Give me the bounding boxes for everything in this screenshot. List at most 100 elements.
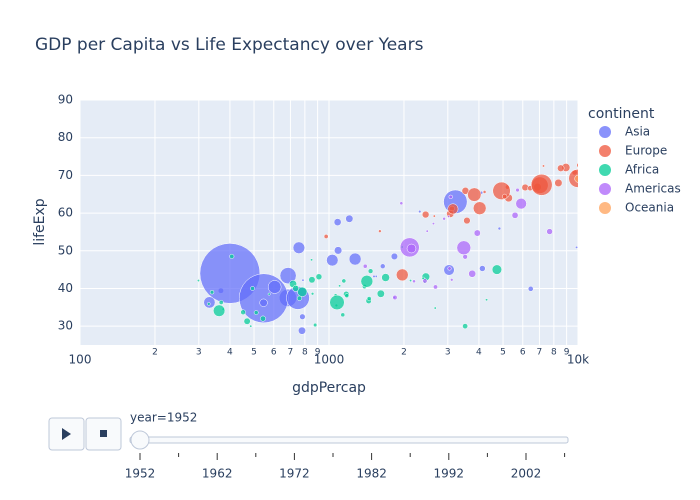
bubble[interactable] — [376, 289, 385, 298]
bubble[interactable] — [329, 294, 345, 310]
bubble[interactable] — [308, 276, 316, 284]
bubble[interactable] — [467, 187, 482, 202]
bubble[interactable] — [515, 187, 520, 193]
bubble[interactable] — [396, 268, 409, 282]
play-button[interactable] — [48, 417, 85, 451]
bubble[interactable] — [196, 279, 200, 282]
bubble[interactable] — [575, 245, 578, 249]
legend-marker[interactable] — [599, 183, 611, 195]
slider-track[interactable] — [129, 436, 569, 444]
slider-step-label[interactable]: 1962 — [202, 467, 233, 481]
legend-marker[interactable] — [599, 126, 611, 138]
bubble[interactable] — [279, 267, 297, 285]
bubble[interactable] — [378, 229, 382, 233]
bubble[interactable] — [462, 254, 468, 260]
stop-button[interactable] — [85, 417, 122, 451]
bubble[interactable] — [326, 254, 339, 267]
slider-step-label[interactable]: 1952 — [125, 467, 156, 481]
legend-marker[interactable] — [599, 164, 611, 176]
legend-label[interactable]: Asia — [625, 125, 650, 139]
bubble[interactable] — [250, 286, 255, 291]
slider-step-label[interactable]: 2002 — [511, 467, 542, 481]
bubble[interactable] — [313, 322, 318, 328]
bubble[interactable] — [447, 203, 459, 215]
bubble[interactable] — [473, 229, 481, 237]
bubble[interactable] — [482, 190, 487, 194]
bubble[interactable] — [425, 229, 429, 233]
bubble[interactable] — [253, 310, 259, 315]
bubble[interactable] — [299, 313, 306, 320]
bubble[interactable] — [485, 298, 489, 302]
slider-handle[interactable] — [130, 430, 150, 450]
bubble[interactable] — [360, 275, 374, 288]
bubble[interactable] — [390, 252, 398, 260]
bubble[interactable] — [418, 209, 422, 214]
bubble[interactable] — [323, 234, 329, 239]
bubble[interactable] — [546, 228, 553, 235]
bubble[interactable] — [249, 324, 253, 328]
legend-label[interactable]: Oceania — [625, 201, 674, 215]
bubble[interactable] — [341, 278, 347, 284]
bubble[interactable] — [340, 312, 346, 318]
bubble[interactable] — [432, 214, 436, 218]
legend-label[interactable]: Africa — [625, 163, 659, 177]
bubble[interactable] — [554, 178, 563, 187]
bubble[interactable] — [298, 326, 306, 335]
bubble[interactable] — [479, 265, 486, 272]
bubble[interactable] — [297, 286, 308, 297]
bubble[interactable] — [333, 218, 342, 226]
bubble[interactable] — [259, 298, 268, 307]
legend-marker[interactable] — [599, 202, 611, 214]
slider-step-label[interactable]: 1972 — [279, 467, 310, 481]
bubble[interactable] — [497, 226, 502, 231]
bubble[interactable] — [501, 193, 508, 200]
bubble[interactable] — [527, 286, 534, 292]
legend-label[interactable]: Europe — [625, 144, 667, 158]
bubble[interactable] — [218, 299, 224, 305]
bubble[interactable] — [229, 253, 235, 259]
bubble[interactable] — [447, 215, 451, 218]
bubble[interactable] — [412, 279, 416, 284]
bubble[interactable] — [472, 201, 487, 215]
bubble[interactable] — [557, 164, 565, 172]
stop-icon[interactable] — [100, 430, 107, 437]
bubble[interactable] — [301, 278, 305, 282]
play-icon[interactable] — [62, 428, 71, 440]
bubble[interactable] — [568, 169, 587, 188]
bubble[interactable] — [433, 306, 437, 310]
bubble[interactable] — [511, 211, 519, 219]
bubble[interactable] — [267, 292, 271, 296]
bubble[interactable] — [450, 278, 454, 282]
bubble[interactable] — [296, 295, 303, 301]
bubble[interactable] — [442, 216, 446, 221]
bubble[interactable] — [366, 296, 372, 302]
bubble[interactable] — [292, 241, 306, 254]
bubble[interactable] — [448, 194, 453, 200]
bubble[interactable] — [380, 263, 386, 269]
bubble[interactable] — [491, 264, 502, 275]
bubble[interactable] — [345, 214, 354, 223]
bubble[interactable] — [409, 279, 413, 282]
bubble[interactable] — [310, 292, 315, 296]
slider-step-label[interactable]: 1982 — [356, 467, 387, 481]
bubble[interactable] — [362, 263, 368, 269]
bubble[interactable] — [422, 278, 428, 284]
bubble[interactable] — [456, 240, 472, 255]
bubble[interactable] — [406, 243, 417, 254]
bubble[interactable] — [209, 290, 215, 295]
bubble[interactable] — [542, 164, 545, 168]
bubble[interactable] — [267, 280, 282, 294]
bubble[interactable] — [463, 217, 471, 225]
bubble[interactable] — [260, 315, 266, 322]
bubble[interactable] — [338, 284, 342, 288]
bubble[interactable] — [372, 274, 376, 278]
legend-label[interactable]: Americas — [625, 182, 681, 196]
bubble[interactable] — [315, 273, 323, 281]
legend-marker[interactable] — [599, 145, 611, 157]
bubble[interactable] — [334, 246, 343, 255]
bubble[interactable] — [243, 317, 251, 325]
bubble[interactable] — [462, 323, 468, 330]
bubble[interactable] — [431, 222, 435, 226]
bubble[interactable] — [433, 284, 438, 290]
bubble[interactable] — [515, 198, 527, 210]
